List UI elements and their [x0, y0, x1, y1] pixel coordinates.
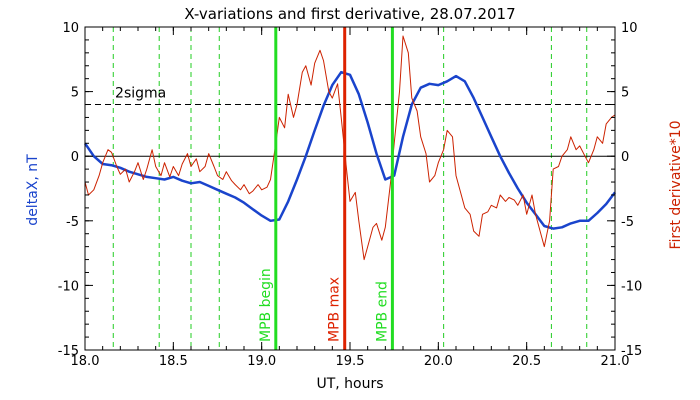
marker-label: MPB begin: [258, 268, 274, 342]
plot-area: 2sigma MPB begin MPB max MPB end 18.0 18.5 19.…: [58, 21, 642, 369]
y-tick-label-right: -10: [621, 279, 642, 294]
series-line-deltaX: [83, 70, 616, 230]
x-tick-label: 18.0: [71, 354, 100, 369]
y-tick-label-left: 0: [71, 150, 79, 165]
y-tick-label-left: 5: [71, 86, 79, 101]
y-tick-label-left: -15: [58, 344, 79, 359]
x-tick-label: 21.0: [601, 354, 630, 369]
y-axis-right-label: First derivative*10: [668, 120, 684, 249]
y-tick-label-right: 5: [621, 86, 629, 101]
y-tick-label-right: -15: [621, 344, 642, 359]
x-tick-label: 19.0: [247, 354, 276, 369]
x-axis-label: UT, hours: [316, 376, 383, 392]
series-line-derivative: [84, 35, 616, 261]
x-tick-label: 20.0: [424, 354, 453, 369]
x-tick-label: 18.5: [159, 354, 188, 369]
chart-title: X-variations and first derivative, 28.07…: [184, 5, 515, 23]
y-tick-label-left: -10: [58, 279, 79, 294]
y-tick-label-right: 10: [621, 21, 638, 36]
marker-label: MPB end: [374, 281, 390, 342]
y-tick-label-left: -5: [66, 215, 79, 230]
x-tick-label: 20.5: [512, 354, 541, 369]
x-tick-label: 19.5: [336, 354, 365, 369]
y-tick-label-right: 0: [621, 150, 629, 165]
marker-label: MPB max: [327, 277, 343, 342]
y-tick-label-right: -5: [621, 215, 634, 230]
y-tick-label-left: 10: [62, 21, 79, 36]
sigma-label: 2sigma: [115, 86, 166, 102]
y-axis-left-label: deltaX, nT: [25, 154, 41, 226]
